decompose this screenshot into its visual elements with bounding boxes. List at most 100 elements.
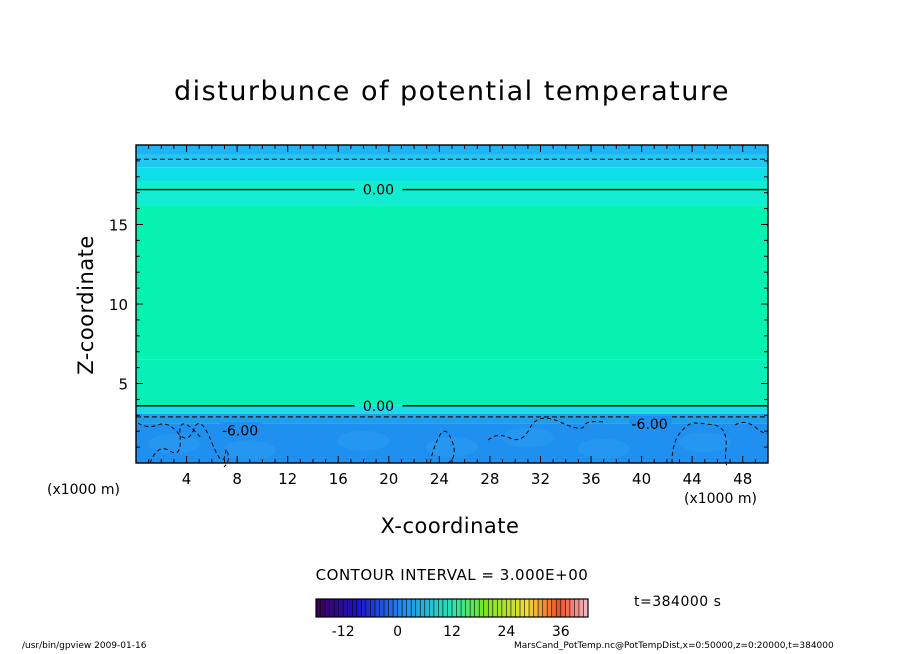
negative-contour-1 xyxy=(429,417,605,464)
colorbar-cell-40 xyxy=(497,599,503,617)
colorbar-cell-8 xyxy=(352,599,358,617)
color-band-3 xyxy=(136,181,768,206)
colorbar-cell-51 xyxy=(547,599,553,617)
colorbar-cell-23 xyxy=(420,599,426,617)
colorbar-cell-59 xyxy=(583,599,589,617)
colorbar-cell-50 xyxy=(542,599,548,617)
colorbar-cell-31 xyxy=(456,599,462,617)
colorbar-cell-17 xyxy=(393,599,398,617)
colorbar-cell-38 xyxy=(488,599,494,617)
color-band-0 xyxy=(136,145,768,155)
colorbar-tick-label-12: 12 xyxy=(443,624,461,640)
surface-blob-1 xyxy=(223,440,276,461)
colorbar-cell-43 xyxy=(510,599,516,617)
negative-contour-label-0: -6.00 xyxy=(222,423,258,439)
negative-contour-label-1: -6.00 xyxy=(631,417,667,433)
colorbar-cell-46 xyxy=(524,599,530,617)
colorbar-cell-22 xyxy=(415,599,421,617)
colorbar-cell-42 xyxy=(506,599,512,617)
colorbar-cell-13 xyxy=(374,599,380,617)
colorbar-cell-29 xyxy=(447,599,453,617)
colorbar-cell-30 xyxy=(452,599,457,617)
x-unit-label-left: (x1000 m) xyxy=(47,482,120,498)
color-band-2 xyxy=(136,167,768,182)
colorbar-cell-1 xyxy=(320,599,326,617)
colorbar-cell-57 xyxy=(574,599,580,617)
contour-interval-text: CONTOUR INTERVAL = 3.000E+00 xyxy=(315,566,589,584)
colorbar-cell-33 xyxy=(465,599,471,617)
colorbar-cell-53 xyxy=(556,599,562,617)
contour-label-bg-1 xyxy=(629,416,672,433)
footer-left-text: /usr/bin/gpview 2009-01-16 xyxy=(22,641,147,651)
surface-blob-2 xyxy=(337,430,390,451)
color-band-4 xyxy=(136,205,768,360)
colorbar-cell-24 xyxy=(424,599,430,617)
color-band-5 xyxy=(136,359,768,406)
colorbar-cell-14 xyxy=(379,599,385,617)
colorbar-cell-9 xyxy=(356,599,362,617)
colorbar-cell-56 xyxy=(569,599,575,617)
colorbar-cell-41 xyxy=(501,599,507,617)
colorbar-cell-2 xyxy=(325,599,330,617)
y-tick-label-15: 15 xyxy=(109,217,128,235)
surface-blob-3 xyxy=(426,437,478,458)
x-tick-label-20: 20 xyxy=(379,470,398,488)
contour-label-bg-0 xyxy=(219,422,262,439)
colorbar-tick-label-24: 24 xyxy=(497,624,515,640)
colorbar-cell-27 xyxy=(438,599,444,617)
colorbar-cell-39 xyxy=(492,599,498,617)
colorbar-cell-52 xyxy=(551,599,557,617)
surface-blob-4 xyxy=(501,427,554,448)
color-band-7 xyxy=(136,413,768,424)
colorbar-cell-10 xyxy=(361,599,367,617)
colorbar-frame xyxy=(315,598,589,618)
colorbar-cell-3 xyxy=(329,599,335,617)
colorbar-cell-35 xyxy=(474,599,480,617)
color-band-1 xyxy=(136,154,768,168)
colorbar-cell-47 xyxy=(529,599,534,617)
x-tick-label-16: 16 xyxy=(329,470,348,488)
colorbar-cell-19 xyxy=(402,599,407,617)
colorbar-cell-26 xyxy=(433,599,439,617)
contour-label-0: 0.00 xyxy=(363,183,394,199)
colorbar-tick-label--12: -12 xyxy=(332,624,355,640)
colorbar-tick-label-0: 0 xyxy=(393,624,402,640)
colorbar-cell-55 xyxy=(565,599,571,617)
colorbar-cell-44 xyxy=(515,599,521,617)
y-tick-label-5: 5 xyxy=(118,376,128,394)
time-label: t=384000 s xyxy=(634,594,722,610)
surface-blob-6 xyxy=(678,432,731,453)
x-tick-label-40: 40 xyxy=(632,470,651,488)
colorbar-cell-58 xyxy=(578,599,584,617)
x-tick-label-44: 44 xyxy=(683,470,702,488)
colorbar-cell-45 xyxy=(520,599,525,617)
x-tick-label-48: 48 xyxy=(733,470,752,488)
colorbar-cell-48 xyxy=(533,599,539,617)
colorbar-cell-25 xyxy=(429,599,435,617)
surface-blob-0 xyxy=(147,433,200,454)
colorbar-cell-18 xyxy=(397,599,403,617)
colorbar-cell-20 xyxy=(406,599,412,617)
x-tick-label-12: 12 xyxy=(278,470,297,488)
colorbar-cell-21 xyxy=(411,599,417,617)
colorbar-cell-32 xyxy=(461,599,466,617)
x-tick-label-36: 36 xyxy=(581,470,600,488)
colorbar-cell-5 xyxy=(338,599,344,617)
surface-blob-5 xyxy=(577,438,630,459)
colorbar-cell-6 xyxy=(343,599,349,617)
x-tick-label-28: 28 xyxy=(480,470,499,488)
chart-title: disturbunce of potential temperature xyxy=(174,76,730,107)
x-axis-label: X-coordinate xyxy=(380,514,520,538)
colorbar-cell-36 xyxy=(479,599,485,617)
y-tick-label-10: 10 xyxy=(109,296,128,314)
x-unit-label-right: (x1000 m) xyxy=(684,491,757,507)
x-tick-label-32: 32 xyxy=(531,470,550,488)
y-axis-label: Z-coordinate xyxy=(74,235,98,375)
color-band-6 xyxy=(136,405,768,414)
colorbar-tick-label-36: 36 xyxy=(552,624,570,640)
negative-contour-2 xyxy=(671,421,768,466)
colorbar-cell-34 xyxy=(470,599,475,617)
colorbar-cell-0 xyxy=(316,599,321,617)
colorbar-cell-12 xyxy=(370,599,376,617)
x-tick-label-8: 8 xyxy=(232,470,242,488)
